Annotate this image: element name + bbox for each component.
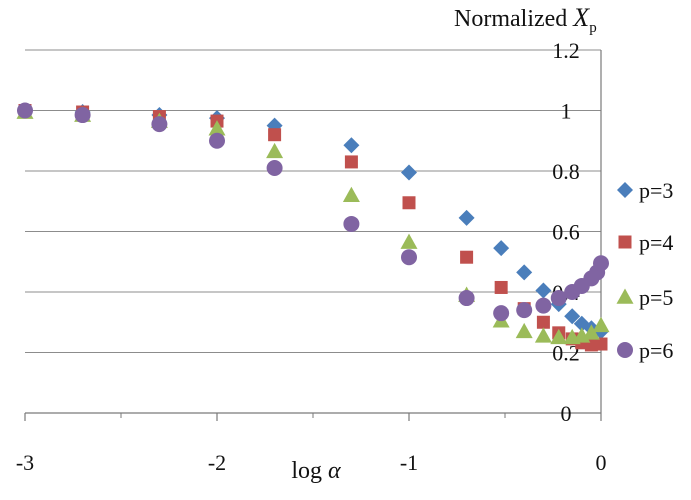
legend-marker-0 [617,182,633,198]
x-tick-label-1: -2 [208,450,226,475]
y-axis-title-main: Normalized [454,6,573,32]
point-s3-7 [458,290,475,307]
point-s3-6 [401,249,417,266]
point-s1-7 [460,250,474,264]
legend-marker-3 [617,342,633,358]
x-tick-label-2: -1 [400,450,418,475]
point-s3-10 [535,297,552,314]
point-s2-4 [266,142,284,159]
legend-label-1: p=4 [639,230,673,255]
point-s0-12 [564,308,581,325]
y-tick-label-5: 1 [561,99,572,124]
point-s2-14 [582,324,600,340]
point-s0-7 [458,209,475,226]
y-tick-label-6: 1.2 [552,38,580,63]
point-s1-10 [536,315,550,329]
point-s0-8 [493,240,510,257]
legend-label-3: p=6 [639,338,673,363]
point-s3-8 [493,305,510,322]
x-axis-title-log: log [291,458,328,484]
data-markers [16,102,610,352]
gridlines [25,49,601,353]
point-s0-9 [516,264,533,281]
point-s3-1 [74,107,91,124]
point-s3-9 [516,302,533,319]
point-s2-15 [592,316,610,333]
legend-marker-1 [618,235,632,249]
y-axis-title-x: X [572,3,590,32]
x-axis-title: log α [291,458,341,484]
point-s0-5 [343,137,360,154]
x-tick-label-0: -3 [16,450,34,475]
point-s3-3 [209,132,225,149]
point-s0-6 [401,164,417,181]
legend: p=3 p=4 p=5 p=6 [616,178,673,363]
point-s1-6 [402,196,416,210]
point-s2-9 [515,322,533,339]
point-s1-5 [344,155,358,169]
point-s0-10 [535,282,552,299]
x-tick-label-3: 0 [596,450,607,475]
series-3 [17,102,609,322]
point-s2-3 [208,120,226,136]
point-s2-6 [400,233,418,249]
point-s3-16 [593,255,609,272]
point-s3-5 [343,215,360,232]
legend-label-2: p=5 [639,285,673,310]
y-tick-label-4: 0.8 [552,159,580,184]
point-s2-11 [550,328,568,345]
y-axis-title-sub: p [589,20,597,36]
point-s1-15 [594,337,608,351]
point-s1-8 [494,280,508,294]
y-axis-title: Normalized Xp [454,3,597,36]
point-s2-10 [534,327,552,343]
point-s3-2 [151,116,168,133]
legend-label-0: p=3 [639,178,673,203]
tick-labels: 00.20.40.60.811.2-3-2-10 [16,38,607,475]
x-axis-title-alpha: α [328,458,341,484]
point-s3-4 [266,159,283,176]
y-tick-label-3: 0.6 [552,220,580,245]
point-s1-4 [268,128,282,142]
point-s3-11 [550,290,567,307]
axes [24,50,602,421]
legend-marker-2 [616,288,634,304]
y-tick-label-0: 0 [561,401,572,426]
point-s3-0 [17,102,33,119]
point-s2-5 [342,186,360,202]
